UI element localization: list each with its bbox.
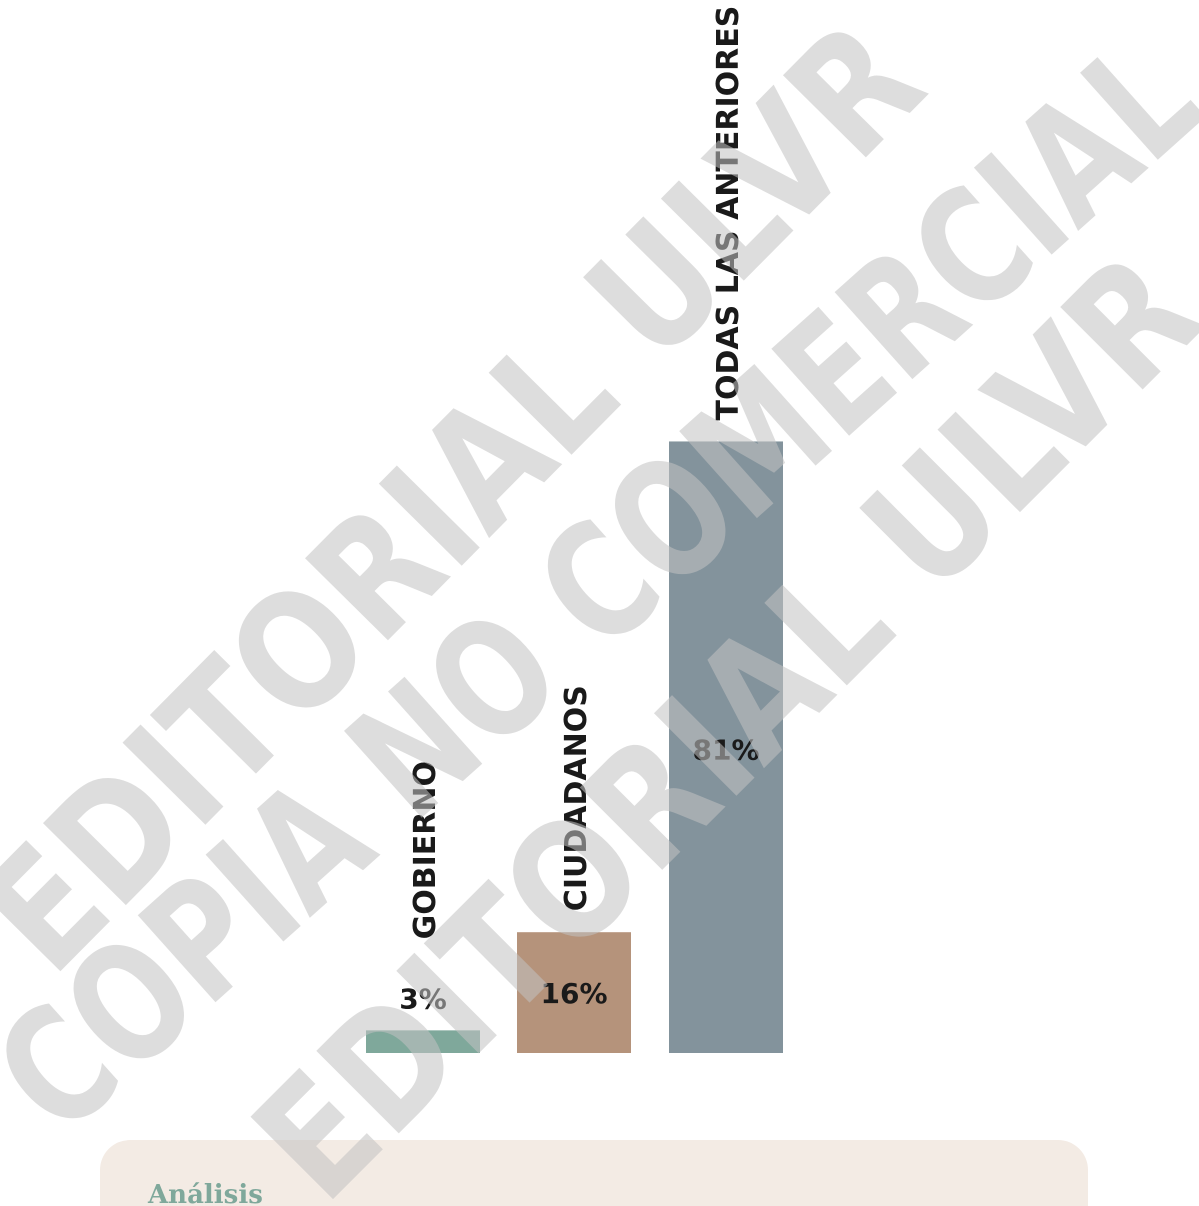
bar — [669, 441, 783, 1053]
analysis-title: Análisis — [147, 1180, 263, 1206]
bar — [517, 932, 631, 1053]
bar-group: 3% GOBIERNO 16% CIUDADANOS 81% TODAS LAS ANTE… — [366, 6, 783, 1053]
bar — [366, 1030, 480, 1053]
category-label: CIUDADANOS — [559, 685, 594, 911]
value-label: 81% — [692, 733, 759, 766]
category-label: GOBIERNO — [408, 761, 443, 939]
analysis-box — [100, 1140, 1088, 1206]
value-label: 16% — [540, 977, 607, 1010]
category-label: TODAS LAS ANTERIORES — [711, 6, 746, 421]
value-label: 3% — [399, 982, 447, 1015]
